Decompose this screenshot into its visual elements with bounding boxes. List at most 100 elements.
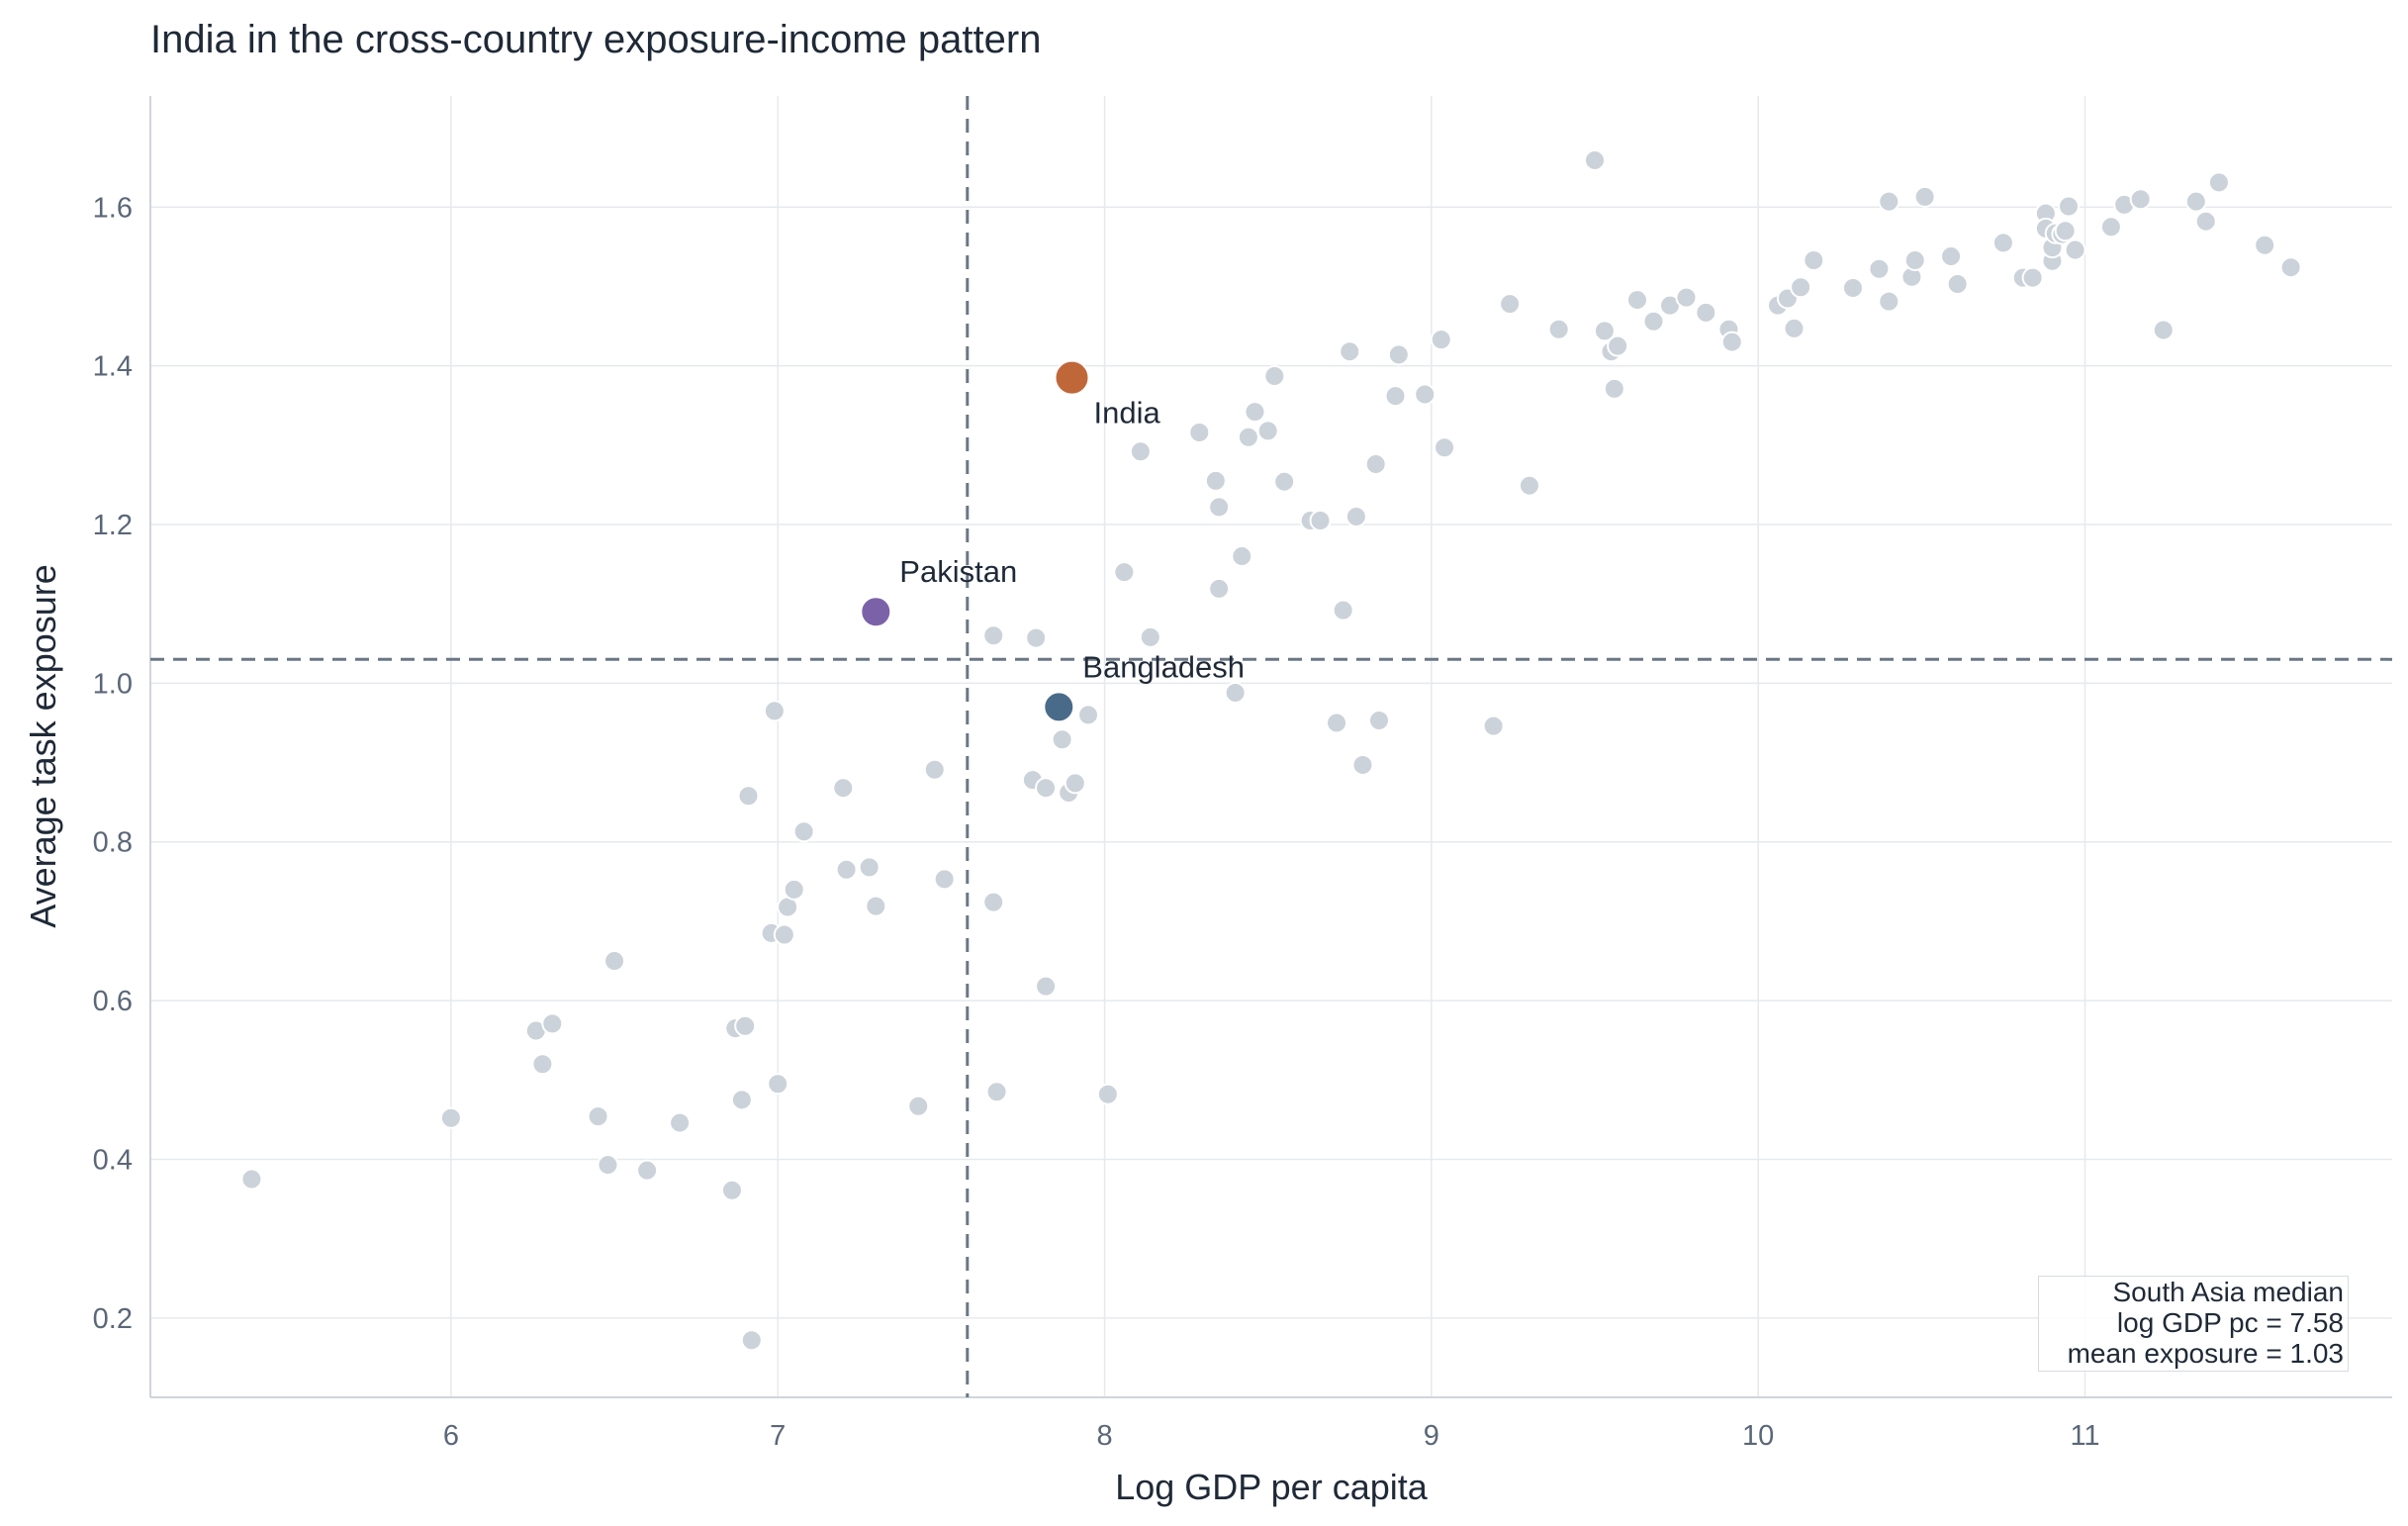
highlight-point-india — [1054, 359, 1090, 396]
x-tick-label: 9 — [1424, 1420, 1439, 1452]
country-point — [933, 868, 956, 891]
country-point — [1263, 365, 1286, 388]
country-point — [1368, 710, 1391, 732]
country-point — [587, 1105, 609, 1128]
country-point — [2207, 171, 2230, 194]
median-annotation-box: South Asia median log GDP pc = 7.58 mean… — [2038, 1276, 2349, 1372]
country-point — [1188, 421, 1211, 443]
country-point — [1675, 286, 1698, 309]
x-tick-label: 11 — [2070, 1420, 2099, 1452]
country-point — [1841, 277, 1864, 300]
y-tick-label: 0.4 — [93, 1144, 133, 1176]
country-point — [1384, 385, 1407, 408]
country-point — [1129, 440, 1152, 463]
country-point — [1414, 383, 1436, 406]
country-point — [2099, 216, 2122, 238]
country-point — [1878, 290, 1900, 313]
axes — [149, 96, 2392, 1398]
country-point — [1351, 753, 1374, 776]
country-point — [982, 624, 1005, 647]
country-point — [1593, 320, 1616, 342]
country-point — [1344, 505, 1367, 527]
country-point — [1607, 334, 1629, 357]
highlight-point-pakistan — [860, 596, 892, 628]
country-point — [597, 1154, 619, 1177]
country-point — [531, 1053, 554, 1076]
country-point — [982, 891, 1005, 913]
country-point — [1035, 975, 1058, 998]
y-tick-label: 0.2 — [93, 1303, 133, 1335]
highlighted-points: India Pakistan Bangladesh — [860, 359, 1245, 723]
x-tick-label: 6 — [443, 1420, 459, 1452]
country-point — [1783, 317, 1806, 339]
annotation-line-2: log GDP pc = 7.58 — [2116, 1307, 2344, 1338]
country-point — [1237, 426, 1259, 448]
country-point — [1991, 232, 2014, 254]
country-point — [1077, 704, 1100, 726]
country-point — [734, 1014, 757, 1037]
y-tick-label: 1.2 — [93, 510, 133, 541]
country-point — [783, 878, 805, 901]
country-point — [907, 1095, 930, 1117]
reference-lines — [150, 96, 2392, 1397]
country-point — [1720, 331, 1743, 353]
country-point — [1273, 470, 1296, 493]
country-point — [1499, 293, 1522, 316]
country-point — [1208, 577, 1231, 600]
country-point — [1903, 248, 1926, 271]
country-point — [773, 923, 795, 946]
country-point — [2184, 190, 2207, 213]
country-point — [1326, 712, 1348, 734]
country-point — [1064, 772, 1086, 795]
y-tick-label: 1.0 — [93, 668, 133, 700]
country-point — [923, 758, 946, 781]
annotation-line-3: mean exposure = 1.03 — [2067, 1338, 2344, 1369]
country-point — [1256, 420, 1279, 442]
country-point — [2054, 220, 2077, 242]
country-point — [240, 1168, 263, 1191]
country-point — [1309, 509, 1332, 531]
country-point — [1940, 244, 1963, 267]
country-point — [737, 785, 760, 808]
highlight-label-pakistan: Pakistan — [899, 554, 1017, 589]
country-point — [1244, 401, 1266, 424]
country-point — [1868, 257, 1891, 280]
country-point — [2194, 210, 2217, 233]
country-point — [720, 1179, 743, 1201]
chart-title: India in the cross-country exposure-inco… — [150, 18, 1042, 61]
country-point — [835, 858, 858, 881]
country-point — [740, 1329, 763, 1352]
grid-lines — [150, 96, 2392, 1397]
x-tick-label: 8 — [1096, 1420, 1112, 1452]
country-point — [1364, 453, 1387, 476]
x-tick-label: 7 — [770, 1420, 786, 1452]
y-tick-label: 1.6 — [93, 192, 133, 224]
country-point — [1547, 318, 1570, 340]
country-point — [1430, 329, 1452, 351]
country-point — [865, 895, 887, 917]
country-point — [1139, 625, 1161, 648]
country-point — [2064, 238, 2086, 261]
country-point — [1913, 185, 1936, 208]
country-point — [2057, 195, 2080, 218]
tick-labels: 6 7 8 9 10 11 0.2 0.4 0.6 0.8 1.0 1.2 1.4 1.6 — [93, 192, 2100, 1452]
country-point — [541, 1012, 564, 1035]
country-point — [1584, 148, 1607, 171]
country-point — [1025, 626, 1048, 649]
country-point — [603, 949, 626, 972]
y-tick-label: 0.6 — [93, 986, 133, 1017]
country-point — [1625, 289, 1648, 312]
country-point — [1231, 545, 1253, 568]
country-point — [2279, 256, 2302, 279]
country-point — [1208, 496, 1231, 519]
annotation-line-1: South Asia median — [2112, 1277, 2345, 1307]
country-point — [763, 700, 786, 722]
country-point — [1051, 728, 1073, 751]
y-tick-label: 0.8 — [93, 827, 133, 859]
country-point — [1946, 273, 1969, 296]
x-axis-title: Log GDP per capita — [1115, 1467, 1429, 1507]
country-point — [2129, 188, 2152, 211]
country-point — [858, 856, 880, 879]
y-axis-title: Average task exposure — [23, 564, 63, 928]
